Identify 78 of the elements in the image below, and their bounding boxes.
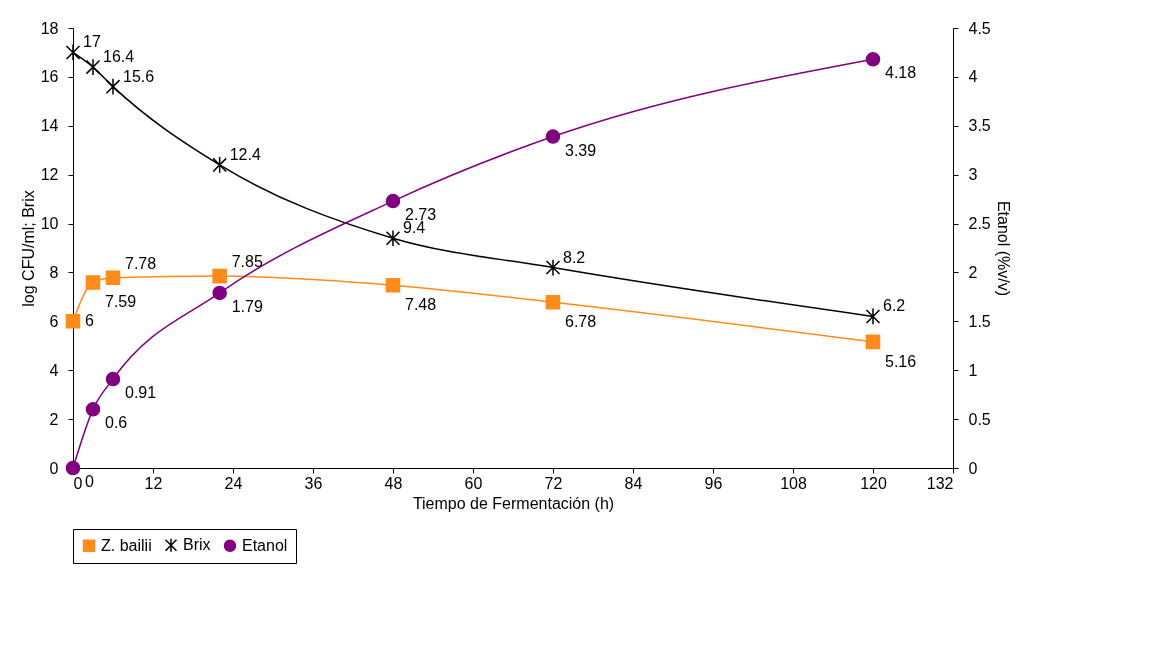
y2-tick-label: 4.5 [968,19,991,37]
y-tick-label: 8 [49,263,59,281]
point [212,156,227,174]
y2-tick-label: 1.5 [968,312,991,330]
point [65,314,81,329]
point [865,307,881,326]
data-label: 9.4 [403,219,426,237]
x-tick-label: 0 [73,474,83,492]
point [385,193,401,209]
y2-tick-label: 2.5 [968,215,991,233]
data-label: 16.4 [103,48,135,66]
legend-label: Z. bailii [101,536,152,554]
x-tick-label: 48 [384,474,403,492]
point [85,58,101,76]
y2-tick-label: 3.5 [968,117,991,135]
x-axis-title: Tiempo de Fermentación (h) [412,494,615,512]
y-tick-label: 14 [40,117,59,135]
y-axis-title: log CFU/ml; Brix [19,190,37,307]
data-label: 7.48 [405,296,437,314]
data-label: 6 [85,312,94,330]
y-tick-label: 18 [40,19,59,37]
data-label: 3.39 [565,141,597,159]
data-label: 7.59 [105,293,137,311]
data-label: 4.18 [885,64,917,82]
data-label: 6.2 [883,297,906,315]
y2-axis-title: Etanol (%v/v) [994,200,1012,297]
data-label: 5.16 [885,352,917,370]
x-tick-label: 72 [544,474,563,492]
point [85,275,101,290]
data-label: 8.2 [563,248,586,266]
y-tick-label: 6 [49,312,59,330]
data-label: 0.6 [105,414,128,432]
point [105,371,121,387]
y-tick-label: 10 [40,215,59,233]
y-tick-label: 4 [49,361,59,379]
x-tick-label: 120 [860,474,887,492]
point [385,229,401,247]
legend-label: Brix [183,536,211,554]
y-tick-label: 0 [49,459,59,477]
y2-tick-label: 4 [968,68,978,86]
x-tick-label: 84 [624,474,643,492]
point [545,258,561,277]
x-tick-label: 24 [224,474,243,492]
data-label: 17 [83,33,101,51]
data-label: 15.6 [123,67,155,85]
x-tick-label: 96 [704,474,723,492]
data-label: 1.79 [231,297,263,315]
data-label: 7.85 [231,253,263,271]
data-label: 0.91 [125,384,157,402]
point [865,334,881,350]
point [385,277,401,293]
point [105,270,121,286]
point [865,52,881,67]
y-tick-label: 2 [49,410,59,428]
data-label: 12.4 [229,145,261,163]
legend-label: Etanol [242,536,288,554]
point [65,460,81,476]
point [212,285,227,301]
y2-tick-label: 0 [968,459,978,477]
point [65,43,81,62]
y2-tick-label: 1 [968,361,978,379]
y-tick-label: 16 [40,68,59,86]
data-label: 7.78 [125,254,157,272]
x-tick-label: 36 [304,474,323,492]
x-tick-label: 132 [926,474,954,492]
x-tick-label: 108 [780,474,807,492]
x-tick-label: 60 [464,474,483,492]
point [212,268,227,284]
point [545,129,561,144]
y2-tick-label: 0.5 [968,410,991,428]
y-tick-label: 12 [40,166,59,184]
y2-tick-label: 2 [968,263,978,281]
data-label: 6.78 [565,313,597,331]
y2-tick-label: 3 [968,166,978,184]
x-tick-label: 12 [144,474,163,492]
point [105,78,121,96]
point [85,402,101,417]
point [545,295,561,310]
